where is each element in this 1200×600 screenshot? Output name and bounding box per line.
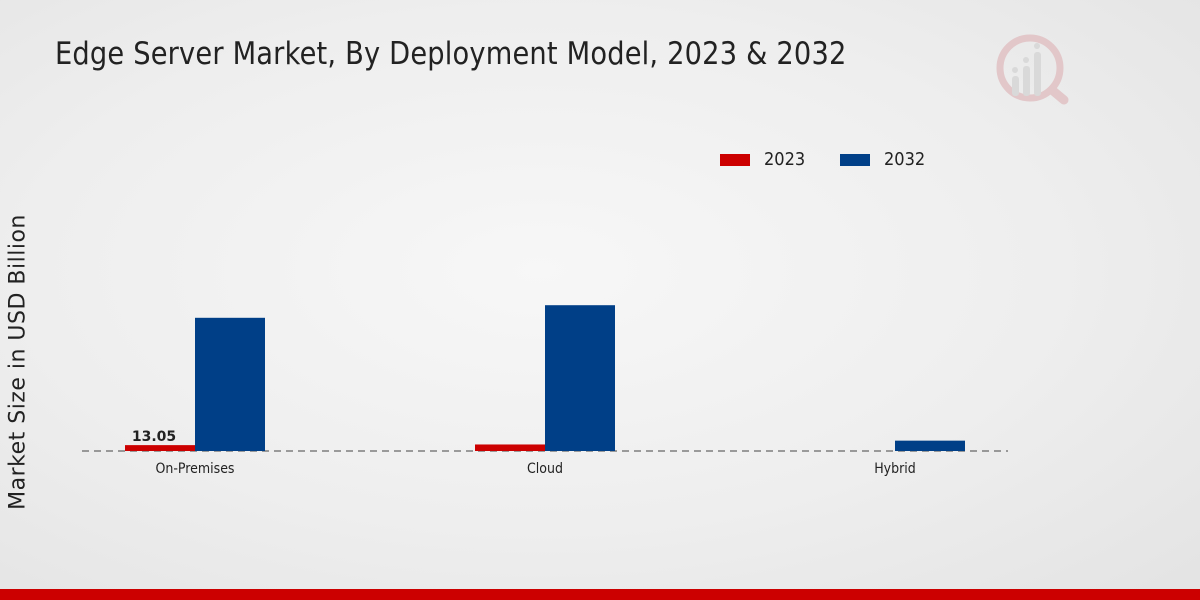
bar-2023-on-premises <box>125 445 195 451</box>
chart-title: Edge Server Market, By Deployment Model,… <box>55 36 847 72</box>
legend-swatch-2023 <box>720 154 750 166</box>
legend-label-2023: 2023 <box>764 149 806 170</box>
bar-2032-on-premises <box>195 317 265 451</box>
x-tick-label: Hybrid <box>874 461 916 477</box>
bar-2032-cloud <box>545 305 615 451</box>
x-tick-label: On-Premises <box>155 461 234 477</box>
x-tick-label: Cloud <box>527 461 563 477</box>
legend-label-2032: 2032 <box>884 149 926 170</box>
footer-brand-bar <box>0 589 1200 600</box>
brand-logo-icon <box>996 34 1069 105</box>
bar-2023-cloud <box>475 444 545 451</box>
bar-2032-hybrid <box>895 440 965 451</box>
legend-swatch-2032 <box>840 154 870 166</box>
data-label: 13.05 <box>132 429 176 445</box>
